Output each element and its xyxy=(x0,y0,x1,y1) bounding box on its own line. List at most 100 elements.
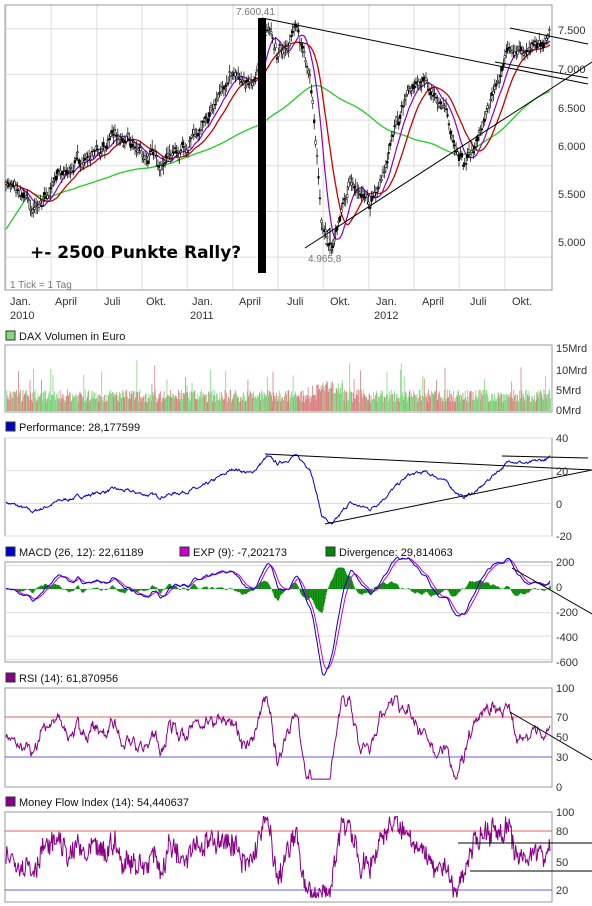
performance-frame xyxy=(4,437,553,537)
divergence-bar xyxy=(428,589,430,595)
divergence-bar xyxy=(122,589,123,593)
performance-ytick-40: 40 xyxy=(556,433,568,445)
divergence-bar xyxy=(32,589,34,594)
volume-bar xyxy=(184,393,186,411)
rally-annotation: +- 2500 Punkte Rally? xyxy=(30,243,241,263)
divergence-bar xyxy=(150,586,152,590)
volume-bar xyxy=(176,398,178,411)
volume-bar xyxy=(486,393,488,411)
volume-bar xyxy=(359,390,361,411)
divergence-bar xyxy=(529,589,531,591)
performance-ytick-0: 0 xyxy=(556,499,562,511)
divergence-bar xyxy=(154,586,156,590)
divergence-bar xyxy=(193,584,195,590)
volume-bar xyxy=(6,398,8,411)
divergence-bar xyxy=(521,589,523,594)
x-label-april-2010: April xyxy=(55,296,77,308)
divergence-bar xyxy=(241,589,243,595)
divergence-bar xyxy=(80,589,82,591)
candle-body xyxy=(523,52,527,54)
candle-body xyxy=(476,136,479,142)
divergence-bar xyxy=(317,589,319,611)
divergence-bar xyxy=(275,589,277,599)
divergence-bar xyxy=(410,589,412,592)
divergence-bar xyxy=(360,589,361,594)
divergence-bar xyxy=(41,585,42,590)
volume-bar xyxy=(432,393,434,411)
divergence-bar xyxy=(532,588,534,590)
divergence-bar xyxy=(420,589,422,595)
volume-bar xyxy=(524,400,525,411)
volume-bar xyxy=(101,371,103,411)
divergence-bar xyxy=(162,589,164,591)
volume-bar xyxy=(352,392,354,411)
volume-bar xyxy=(390,393,391,411)
divergence-bar xyxy=(388,583,389,590)
volume-bar xyxy=(317,384,318,411)
candle-body xyxy=(179,149,183,152)
candle-body xyxy=(33,207,36,210)
volume-bar xyxy=(142,397,143,411)
scale-note: 1 Tick = 1 Tag xyxy=(10,280,72,291)
candle-body xyxy=(155,155,158,157)
volume-bar xyxy=(314,394,316,411)
divergence-bar xyxy=(94,588,96,590)
divergence-bar xyxy=(236,589,238,592)
divergence-bar xyxy=(364,589,366,594)
candle-body xyxy=(433,93,436,95)
volume-bar xyxy=(293,396,295,411)
volume-bar xyxy=(236,397,238,411)
volume-bar xyxy=(8,400,10,411)
volume-bar xyxy=(528,390,530,411)
volume-bar xyxy=(387,394,389,411)
candle-body xyxy=(389,142,392,147)
divergence-bar xyxy=(247,589,249,593)
candle-body xyxy=(237,72,240,75)
volume-bar xyxy=(64,402,66,411)
trendline-lower xyxy=(304,61,592,249)
candle-body xyxy=(172,151,175,154)
volume-bar xyxy=(22,389,24,411)
divergence-bar xyxy=(255,588,257,590)
volume-bar xyxy=(11,397,12,411)
exp-legend-swatch xyxy=(179,546,190,557)
volume-bar xyxy=(356,389,358,411)
volume-bar xyxy=(309,395,310,411)
divergence-bar xyxy=(61,587,62,590)
divergence-bar xyxy=(243,589,245,595)
candle-body xyxy=(182,146,185,148)
volume-bar xyxy=(230,389,232,411)
divergence-bar xyxy=(140,589,142,590)
volume-bar xyxy=(292,375,294,411)
candle-body xyxy=(437,105,441,108)
divergence-bar xyxy=(451,589,453,597)
divergence-bar xyxy=(144,589,146,591)
divergence-bar xyxy=(490,585,492,590)
candle-body xyxy=(545,38,548,41)
volume-bar xyxy=(339,393,341,411)
volume-bar xyxy=(420,395,422,411)
volume-bar xyxy=(237,396,239,411)
divergence-bar xyxy=(524,589,525,595)
volume-bar xyxy=(134,400,136,411)
volume-bar xyxy=(277,395,279,411)
candle-body xyxy=(383,171,386,173)
divergence-bar xyxy=(297,586,299,590)
volume-bar xyxy=(411,397,413,411)
volume-bar xyxy=(232,398,234,411)
divergence-bar xyxy=(493,584,495,590)
candle-body xyxy=(75,157,78,160)
divergence-bar xyxy=(220,587,222,590)
divergence-bar xyxy=(300,589,302,595)
divergence-bar xyxy=(505,586,507,590)
divergence-bar xyxy=(280,589,282,595)
divergence-bar xyxy=(499,588,501,590)
volume-bar xyxy=(536,392,538,411)
divergence-bar xyxy=(73,589,75,591)
rsi-ytick-50: 50 xyxy=(556,732,568,744)
divergence-bar xyxy=(170,584,171,590)
volume-bar xyxy=(244,400,246,411)
volume-bar xyxy=(549,389,551,411)
mfi-ytick-50: 50 xyxy=(556,857,568,869)
